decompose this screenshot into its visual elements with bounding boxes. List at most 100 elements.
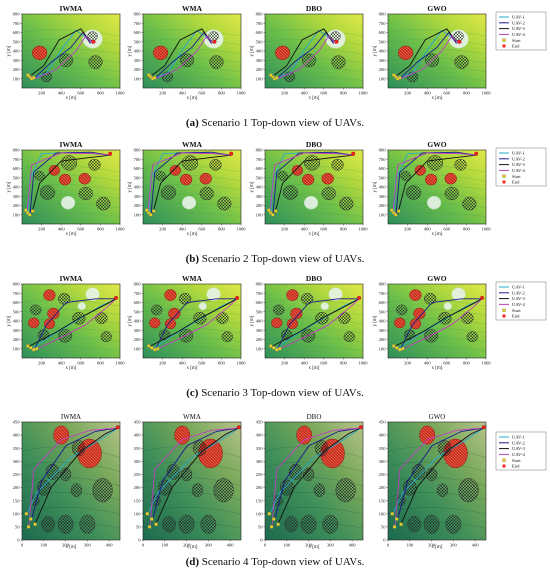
uav-3-path	[155, 427, 240, 525]
y-tick-label: 800	[13, 148, 21, 153]
start-marker	[272, 517, 276, 521]
end-marker	[480, 295, 485, 300]
threat-grid	[461, 312, 474, 325]
end-marker	[212, 39, 217, 44]
y-tick-label: 300	[13, 459, 21, 464]
y-tick-label: 700	[134, 157, 142, 162]
threat-red	[199, 172, 212, 185]
y-tick-label: 150	[256, 498, 264, 503]
y-tick-label: 200	[379, 203, 387, 208]
panel-b-gwo: GWO 200 400 600 800 1000 100 200 300 400 500 600 700…	[373, 140, 491, 237]
uav-4-path	[36, 298, 117, 350]
terrain-ridge	[21, 38, 121, 46]
threat-grid	[423, 514, 440, 534]
start-marker	[390, 208, 394, 212]
terrain-ridge	[264, 38, 364, 46]
threat-red	[286, 289, 299, 301]
start-marker	[153, 348, 157, 352]
start-marker	[33, 522, 37, 526]
x-axis-label: x [m]	[187, 96, 198, 101]
threat-white	[181, 196, 197, 210]
x-tick-label: 400	[472, 543, 480, 548]
legend-label: UAV-2	[512, 440, 525, 445]
y-tick-label: 200	[134, 337, 142, 342]
y-tick-label: 300	[134, 194, 142, 199]
threat-grid	[39, 185, 56, 200]
threat-grid	[59, 467, 72, 482]
start-marker	[392, 525, 397, 529]
start-marker	[26, 73, 30, 77]
threat-white	[77, 302, 86, 311]
start-marker	[152, 209, 156, 213]
legend-label: UAV-4	[512, 302, 525, 307]
legend-swatch-end	[502, 44, 506, 48]
uav-4-path	[157, 298, 238, 350]
y-tick-label: 300	[256, 194, 264, 199]
terrain-ridge	[264, 193, 364, 200]
terrain-ridge	[387, 67, 487, 72]
start-marker	[269, 344, 273, 348]
x-tick-label: 400	[58, 227, 66, 232]
threat-red	[168, 307, 181, 320]
x-tick-label: 400	[106, 543, 114, 548]
x-tick-label: 300	[450, 543, 458, 548]
legend-label: UAV-2	[512, 290, 525, 295]
panel-d-dbo: DBO 0 100 200 300 400 0 50 100 150 200 250 300 350 400…	[256, 413, 364, 550]
end-marker	[474, 151, 479, 156]
threat-red	[47, 307, 60, 320]
x-tick-label: 200	[404, 361, 412, 366]
panel-c-wma: WMA 200 400 600 800 1000 100 200 300 400 500 600 700…	[128, 274, 246, 371]
y-tick-label: 100	[13, 511, 21, 516]
start-marker	[399, 522, 403, 526]
uav-4-path	[28, 427, 119, 528]
x-tick-label: 200	[159, 91, 167, 96]
y-tick-label: 300	[13, 328, 21, 333]
start-marker	[29, 346, 33, 350]
y-axis-label: y [m]	[7, 315, 12, 326]
y-tick-label: 100	[256, 346, 264, 351]
x-tick-label: 800	[340, 91, 348, 96]
y-tick-label: 600	[379, 300, 387, 305]
legend-swatch-start	[502, 38, 506, 42]
start-marker	[35, 347, 39, 351]
uav-2-path	[397, 427, 485, 519]
threat-grid	[199, 186, 214, 201]
x-tick-label: 300	[84, 543, 92, 548]
end-marker	[334, 39, 339, 44]
start-marker	[26, 525, 31, 529]
uav-2-path	[152, 427, 240, 519]
y-tick-label: 600	[256, 30, 264, 35]
threat-grid	[339, 196, 354, 211]
uav-4-path	[394, 427, 485, 528]
start-marker	[147, 211, 151, 215]
y-tick-label: 700	[379, 157, 387, 162]
x-tick-label: 1000	[115, 361, 125, 366]
y-tick-label: 100	[13, 76, 21, 81]
x-tick-label: 200	[404, 227, 412, 232]
uav-3-path	[27, 28, 91, 78]
uav-4-path	[276, 35, 336, 80]
start-marker	[394, 213, 398, 217]
threat-red	[296, 425, 313, 445]
y-tick-label: 600	[379, 30, 387, 35]
uav-3-path	[27, 298, 117, 348]
x-tick-label: 1000	[481, 361, 491, 366]
threat-red	[271, 317, 283, 329]
y-tick-label: 100	[134, 212, 142, 217]
x-axis-label: x [m]	[309, 366, 320, 371]
threat-red	[32, 45, 48, 61]
x-tick-label: 600	[443, 361, 451, 366]
y-tick-label: 500	[379, 175, 387, 180]
start-marker	[156, 347, 160, 351]
uav-3-path	[34, 427, 119, 525]
threat-grid	[221, 331, 233, 343]
threat-red	[169, 165, 181, 176]
terrain-ridge	[21, 308, 121, 316]
x-tick-label: 800	[218, 91, 226, 96]
axes-frame	[142, 421, 242, 541]
y-tick-label: 150	[379, 498, 387, 503]
y-tick-label: 200	[256, 67, 264, 72]
threat-white	[443, 302, 452, 311]
end-marker	[357, 295, 362, 300]
y-tick-label: 500	[379, 309, 387, 314]
